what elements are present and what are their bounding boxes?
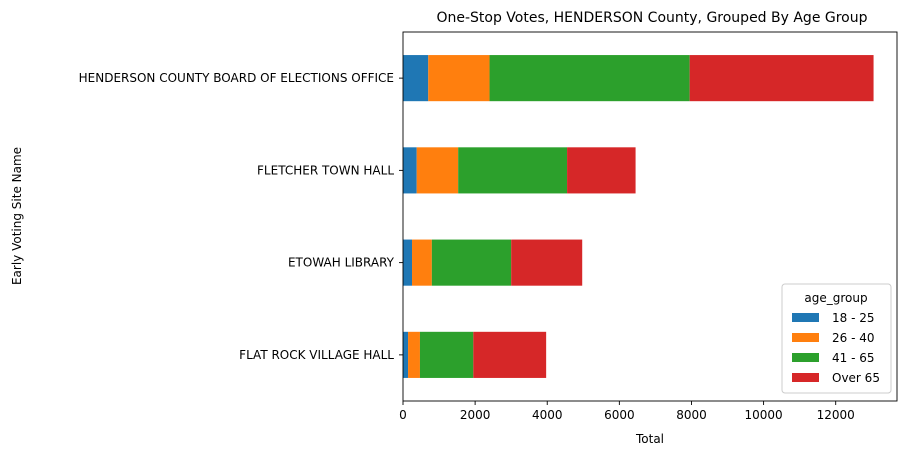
legend-label: 18 - 25 xyxy=(832,311,875,325)
x-tick-label: 0 xyxy=(399,408,407,422)
bar-segment xyxy=(419,331,474,378)
bar-segment xyxy=(408,331,420,378)
bars-group xyxy=(403,55,874,378)
bar-segment xyxy=(431,239,512,286)
bar-segment xyxy=(403,55,429,102)
bar-segment xyxy=(416,147,459,194)
x-tick-label: 8000 xyxy=(676,408,707,422)
bar-segment xyxy=(489,55,690,102)
bar-segment xyxy=(403,147,417,194)
bar-segment xyxy=(689,55,874,102)
bar-segment xyxy=(511,239,583,286)
legend-title: age_group xyxy=(804,291,867,305)
y-tick-label: HENDERSON COUNTY BOARD OF ELECTIONS OFFI… xyxy=(79,71,394,85)
y-tick-label: FLAT ROCK VILLAGE HALL xyxy=(239,348,394,362)
legend-box xyxy=(781,283,892,394)
y-axis: HENDERSON COUNTY BOARD OF ELECTIONS OFFI… xyxy=(79,71,403,362)
y-tick-label: FLETCHER TOWN HALL xyxy=(257,163,394,177)
x-tick-label: 12000 xyxy=(817,408,855,422)
bar-segment xyxy=(403,239,413,286)
x-tick-label: 2000 xyxy=(460,408,491,422)
chart-title: One-Stop Votes, HENDERSON County, Groupe… xyxy=(436,10,867,26)
bar-segment xyxy=(458,147,568,194)
bar-segment xyxy=(473,331,547,378)
y-axis-label: Early Voting Site Name xyxy=(10,147,24,285)
x-tick-label: 6000 xyxy=(604,408,635,422)
legend-label: Over 65 xyxy=(832,371,880,385)
legend: age_group 18 - 25 26 - 40 41 - 65 Over 65 xyxy=(781,283,892,394)
plot-frame xyxy=(402,31,898,402)
legend-swatch xyxy=(792,333,819,342)
legend-swatch xyxy=(792,313,819,322)
bar-segment xyxy=(428,55,490,102)
bar-segment xyxy=(412,239,432,286)
x-tick-label: 4000 xyxy=(532,408,563,422)
legend-items: 18 - 25 26 - 40 41 - 65 Over 65 xyxy=(792,311,880,385)
x-tick-label: 10000 xyxy=(744,408,782,422)
y-tick-label: ETOWAH LIBRARY xyxy=(288,256,395,270)
x-axis: 0 2000 4000 6000 8000 10000 12000 xyxy=(399,401,855,422)
bar-segment xyxy=(403,331,409,378)
x-axis-label: Total xyxy=(635,432,664,446)
legend-swatch xyxy=(792,353,819,362)
bar-segment xyxy=(567,147,636,194)
legend-label: 41 - 65 xyxy=(832,351,875,365)
legend-swatch xyxy=(792,373,819,382)
legend-label: 26 - 40 xyxy=(832,331,875,345)
